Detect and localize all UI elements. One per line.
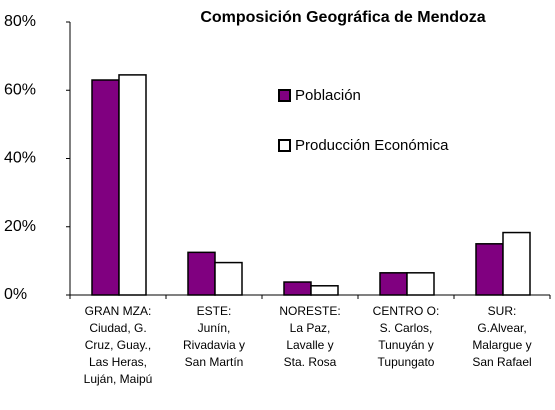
legend-swatch bbox=[278, 139, 291, 152]
x-tick-label: NORESTE: La Paz, Lavalle y Sta. Rosa bbox=[279, 304, 341, 369]
chart-title: Composición Geográfica de Mendoza bbox=[200, 9, 485, 26]
bar bbox=[379, 272, 408, 296]
y-tick-label: 40% bbox=[4, 150, 36, 167]
bar bbox=[91, 79, 120, 296]
bar bbox=[283, 281, 312, 296]
legend-label: Población bbox=[295, 87, 361, 104]
y-tick-label: 60% bbox=[4, 81, 36, 98]
bar bbox=[214, 261, 243, 296]
bar bbox=[406, 272, 435, 296]
y-tick-label: 80% bbox=[4, 13, 36, 30]
bar bbox=[310, 285, 339, 296]
x-tick-label: CENTRO O: S. Carlos, Tunuyán y Tupungato bbox=[372, 304, 440, 369]
bar bbox=[502, 231, 531, 296]
bar bbox=[118, 74, 147, 296]
legend-label: Producción Económica bbox=[295, 137, 449, 154]
bar bbox=[475, 243, 504, 296]
legend-swatch bbox=[278, 89, 291, 102]
x-tick-label: ESTE: Junín, Rivadavia y San Martín bbox=[182, 304, 246, 369]
y-tick-label: 20% bbox=[4, 218, 36, 235]
bar bbox=[187, 251, 216, 296]
x-tick-label: SUR: G.Alvear, Malargue y San Rafael bbox=[472, 304, 532, 369]
y-tick-label: 0% bbox=[4, 286, 27, 303]
x-tick-label: GRAN MZA: Ciudad, G. Cruz, Guay., Las He… bbox=[83, 304, 153, 386]
